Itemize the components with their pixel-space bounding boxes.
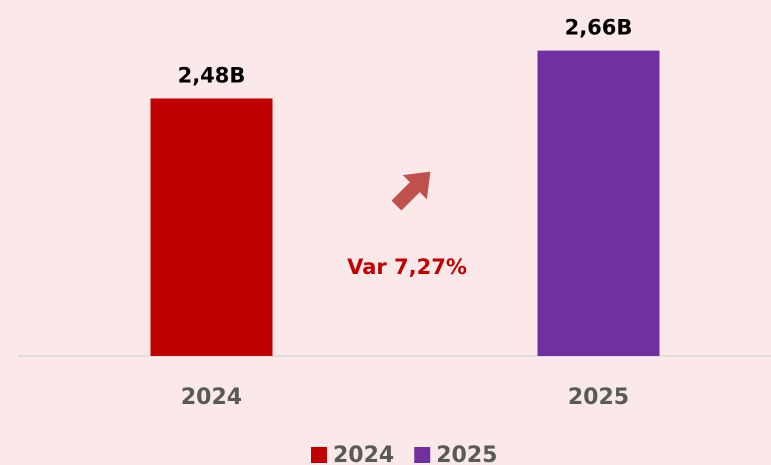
bar [150,98,273,357]
legend-label: 2024 [333,443,394,465]
x-tick-label: 2024 [181,385,242,410]
data-label: 2,48B [178,63,246,87]
legend-label: 2025 [436,443,497,465]
data-label: 2,66B [565,16,633,40]
annotation: Var 7,27% [347,255,467,279]
bar [537,50,660,357]
legend-swatch [311,447,327,463]
x-tick-label: 2025 [568,385,629,410]
arrow-icon [391,171,431,211]
legend-swatch [414,447,431,463]
